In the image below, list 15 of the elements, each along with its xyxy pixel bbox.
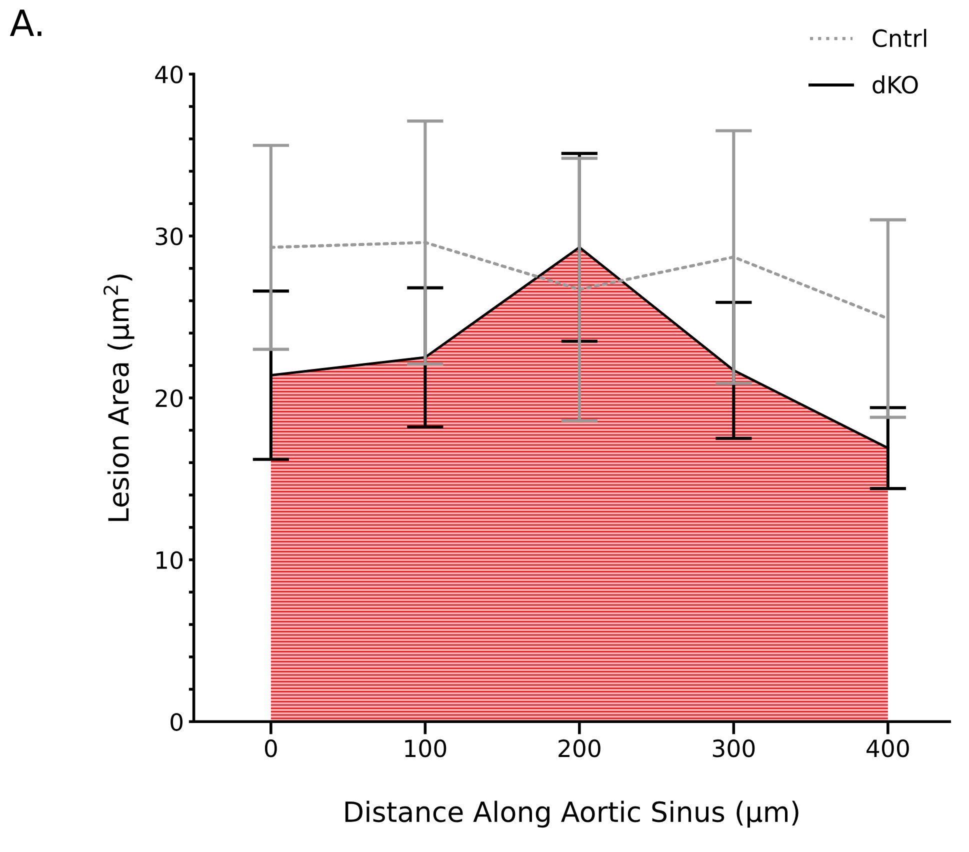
y-axis-title: Lesion Area (µm$^{2}$)	[103, 274, 134, 521]
y-tick-label: 40	[155, 66, 183, 84]
x-tick-label: 100	[405, 739, 446, 758]
y-tick-label: 10	[156, 551, 183, 570]
y-tick-label: 30	[156, 227, 183, 246]
x-axis-title: Distance Along Aortic Sinus (µm)	[345, 800, 798, 828]
text: A.	[10, 10, 42, 36]
x-tick-label: 300	[712, 739, 755, 758]
legend-label: dKO	[872, 75, 918, 94]
x-tick-label: 0	[264, 739, 277, 758]
legend-label: Cntrl	[872, 28, 926, 48]
x-tick-label: 400	[866, 739, 909, 758]
y-tick-label: 0	[170, 713, 183, 731]
y-tick-label: 20	[156, 389, 183, 408]
x-tick-label: 200	[558, 739, 600, 758]
